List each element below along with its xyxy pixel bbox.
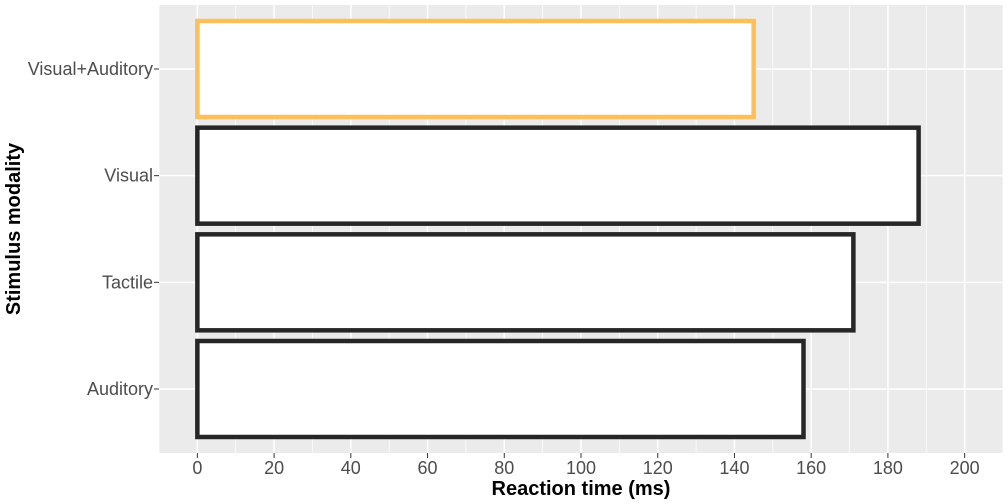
x-axis: 0 20 40 60 80 100 120 140 160 180 200	[192, 453, 980, 478]
bar-tactile	[195, 232, 856, 333]
x-tick-label: 160	[796, 458, 826, 478]
y-axis-title: Stimulus modality	[3, 142, 25, 315]
bar-auditory	[195, 338, 806, 440]
bar-visual	[195, 125, 921, 226]
x-tick-label: 100	[566, 458, 596, 478]
y-tick-label: Tactile	[102, 272, 153, 292]
x-tick-label: 200	[950, 458, 980, 478]
x-tick-label: 180	[873, 458, 903, 478]
x-tick-label: 0	[192, 458, 202, 478]
bars	[195, 18, 921, 440]
x-tick-label: 20	[264, 458, 284, 478]
x-tick-label: 40	[341, 458, 361, 478]
x-axis-title: Reaction time (ms)	[492, 478, 671, 500]
x-tick-label: 60	[418, 458, 438, 478]
y-tick-label: Visual	[104, 166, 153, 186]
bar-visual-auditory	[195, 18, 756, 120]
y-axis: Auditory Tactile Visual Visual+Auditory	[28, 59, 159, 399]
x-tick-label: 120	[643, 458, 673, 478]
y-tick-label: Visual+Auditory	[28, 59, 153, 79]
x-tick-label: 140	[719, 458, 749, 478]
x-tick-label: 80	[494, 458, 514, 478]
y-tick-label: Auditory	[87, 379, 153, 399]
